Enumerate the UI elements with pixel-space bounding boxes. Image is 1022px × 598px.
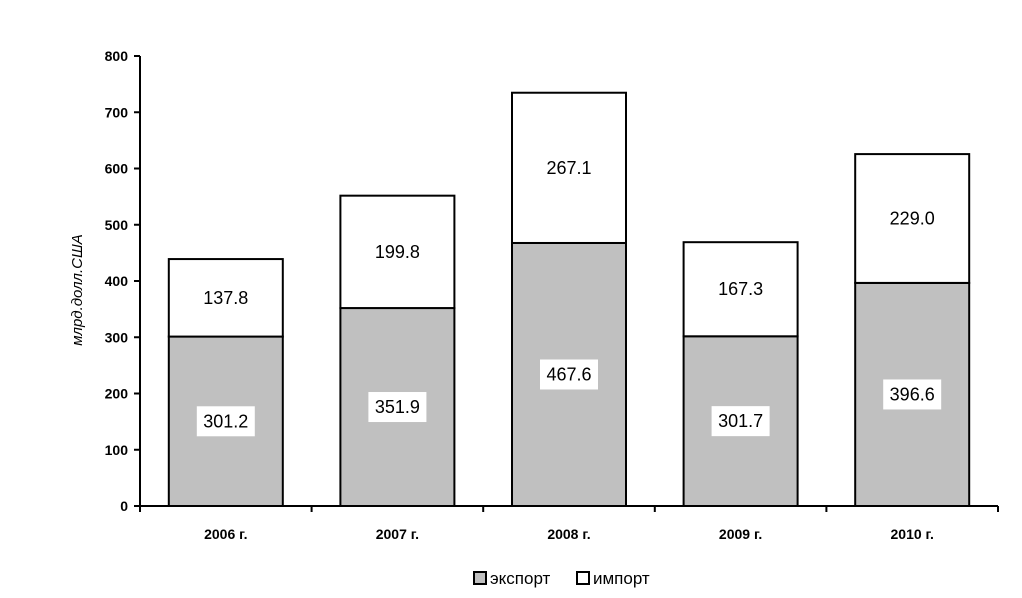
- legend-label-export: экспорт: [490, 569, 551, 588]
- data-label-box-export-0: [196, 406, 255, 437]
- y-tick-label-8: 800: [105, 48, 129, 64]
- legend: экспорт импорт: [473, 569, 650, 588]
- data-label-import-0: 137.8: [203, 288, 248, 308]
- bar-import-4: [854, 153, 971, 284]
- bar-import-0: [167, 258, 284, 338]
- legend-swatch-import: [576, 571, 590, 585]
- bars-group: 301.2 137.8 351.9 199.8 467.6 267.1 301.7 167.3…: [167, 91, 971, 508]
- data-label-box-export-4: [883, 379, 942, 410]
- axes-group: 2006 г. 2007 г. 2008 г. 2009 г. 2010 г. 0 100 2…: [105, 48, 999, 542]
- legend-swatch-export: [473, 571, 487, 585]
- y-tick-label-2: 200: [105, 386, 129, 402]
- y-tick-label-3: 300: [105, 329, 129, 345]
- data-label-box-export-2: [540, 359, 598, 390]
- data-label-box-export-1: [368, 392, 427, 423]
- legend-label-import: импорт: [593, 569, 650, 588]
- x-tick-label-2: 2008 г.: [547, 526, 590, 542]
- bar-import-2: [511, 91, 627, 244]
- x-tick-label-0: 2006 г.: [204, 526, 247, 542]
- x-tick-label-3: 2009 г.: [719, 526, 762, 542]
- y-tick-label-6: 600: [105, 161, 129, 177]
- data-label-import-3: 167.3: [718, 279, 763, 299]
- data-label-import-1: 199.8: [375, 242, 420, 262]
- data-label-export-2: 467.6: [546, 364, 591, 384]
- x-tick-label-4: 2010 г.: [891, 526, 934, 542]
- y-tick-label-5: 500: [105, 217, 129, 233]
- data-label-box-export-3: [711, 406, 770, 437]
- x-tick-label-1: 2007 г.: [376, 526, 419, 542]
- y-tick-label-4: 400: [105, 273, 129, 289]
- y-tick-label-0: 0: [120, 498, 128, 514]
- data-label-import-4: 229.0: [890, 209, 935, 229]
- y-tick-label-1: 100: [105, 442, 129, 458]
- data-label-export-1: 351.9: [375, 397, 420, 417]
- y-axis-label: млрд.долл.США: [69, 234, 86, 346]
- y-axis-label-group: млрд.долл.США: [69, 234, 86, 346]
- data-label-export-3: 301.7: [718, 411, 763, 431]
- data-label-import-2: 267.1: [546, 158, 591, 178]
- y-tick-label-7: 700: [105, 104, 129, 120]
- data-label-export-4: 396.6: [890, 384, 935, 404]
- bar-import-3: [682, 241, 799, 338]
- data-label-export-0: 301.2: [203, 411, 248, 431]
- bar-import-1: [339, 194, 456, 310]
